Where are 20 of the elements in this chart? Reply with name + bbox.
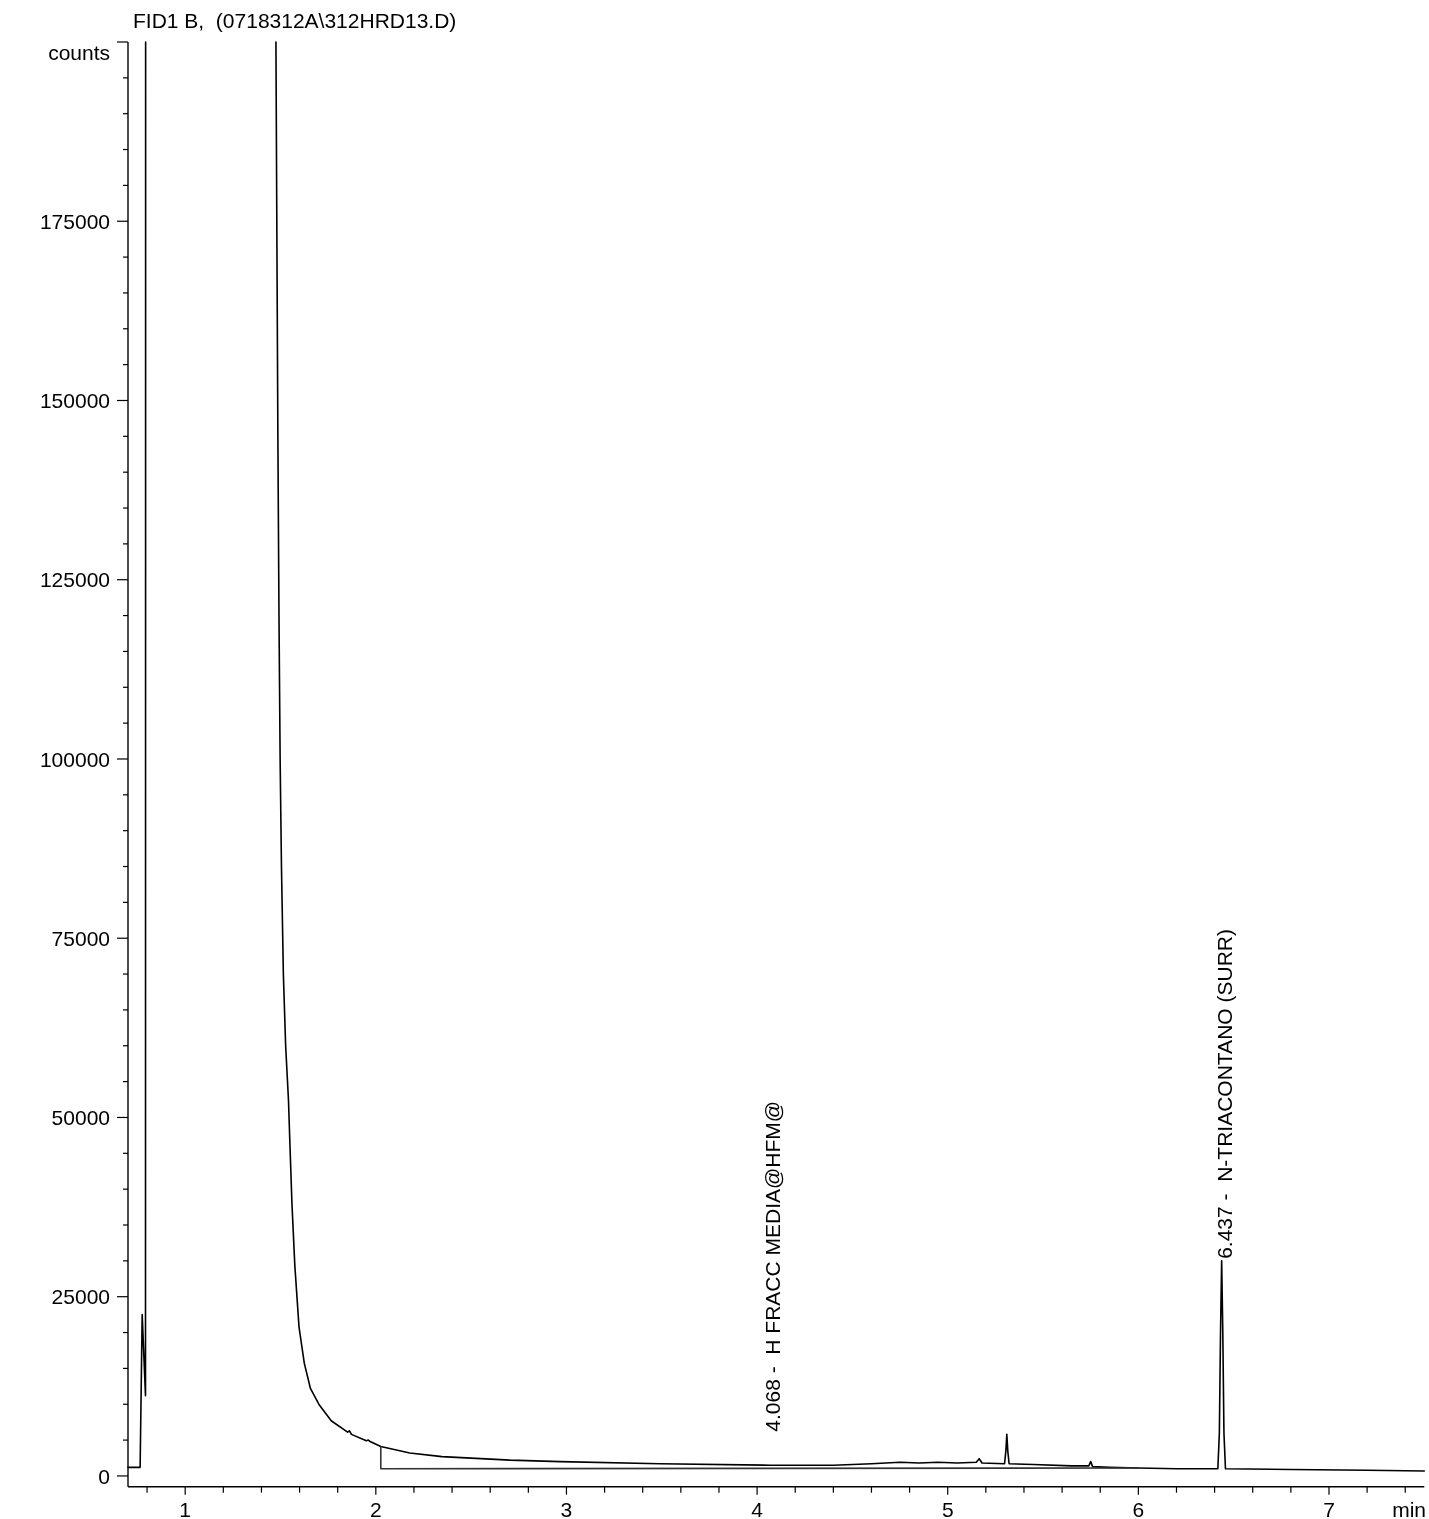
x-tick-label: 5 xyxy=(941,1498,954,1519)
annotation: 6.437 - N-TRIACONTANO (SURR) xyxy=(1212,929,1236,1259)
x-tick-label: 3 xyxy=(560,1498,573,1519)
x-tick-label: 4 xyxy=(751,1498,764,1519)
annotation: 4.068 - H FRACC MEDIA@HFM@ xyxy=(760,1100,784,1432)
x-tick-label: 6 xyxy=(1132,1498,1145,1519)
x-tick-label: 1 xyxy=(179,1498,192,1519)
y-tick-label: 150000 xyxy=(39,389,110,413)
y-tick-label: 100000 xyxy=(39,747,110,771)
x-tick-label: 7 xyxy=(1323,1498,1335,1519)
y-tick-label: 25000 xyxy=(51,1285,110,1309)
y-tick-label: 125000 xyxy=(39,568,110,592)
y-tick-label: 75000 xyxy=(51,926,110,950)
y-axis-title: counts xyxy=(48,41,110,64)
y-tick-label: 0 xyxy=(98,1464,110,1488)
chart-title: FID1 B, (0718312A\312HRD13.D) xyxy=(133,9,457,32)
x-axis-title: min xyxy=(1392,1498,1426,1519)
y-tick-label: 50000 xyxy=(51,1106,110,1130)
y-tick-label: 175000 xyxy=(39,209,110,233)
x-tick-label: 2 xyxy=(369,1498,382,1519)
